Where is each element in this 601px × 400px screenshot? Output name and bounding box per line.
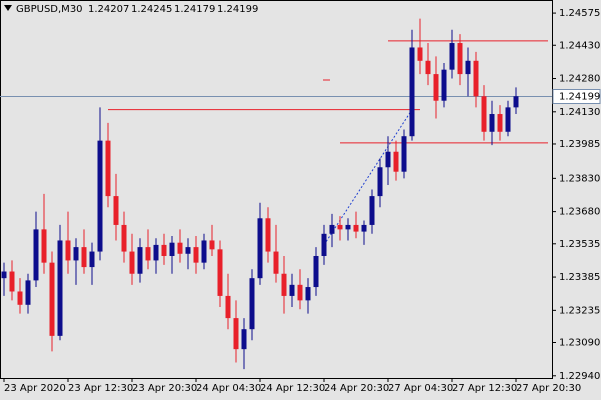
candle-body xyxy=(321,233,327,256)
x-tick-label: 23 Apr 2020 xyxy=(4,383,66,394)
candle-body xyxy=(17,291,23,305)
candle-body xyxy=(33,229,39,281)
y-tick-label: 1.23235 xyxy=(559,305,600,316)
candle-body xyxy=(385,151,391,168)
candle-body xyxy=(273,251,279,274)
candle-body xyxy=(249,278,255,330)
candle-body xyxy=(169,242,175,256)
candle-body xyxy=(233,318,239,350)
quote-close: 1.24199 xyxy=(217,4,258,15)
candle-body xyxy=(513,96,519,108)
candle-body xyxy=(433,74,439,101)
y-tick-label: 1.24430 xyxy=(559,40,600,51)
candle-body xyxy=(129,251,135,274)
candle-body xyxy=(217,249,223,296)
quote-high: 1.24245 xyxy=(131,4,172,15)
candle-body xyxy=(57,240,63,336)
candle-body xyxy=(441,69,447,101)
y-tick-label: 1.22940 xyxy=(559,371,600,382)
candle-body xyxy=(1,271,7,279)
candle-body xyxy=(41,229,47,263)
x-tick-label: 24 Apr 12:30 xyxy=(260,383,325,394)
candle-body xyxy=(137,247,143,274)
y-tick-label: 1.23830 xyxy=(559,173,600,184)
candle-body xyxy=(73,247,79,261)
y-tick-label: 1.24130 xyxy=(559,107,600,118)
candle-body xyxy=(9,271,15,292)
quote-open: 1.24207 xyxy=(88,4,129,15)
candle-body xyxy=(361,224,367,232)
candle-body xyxy=(337,224,343,230)
y-tick-label: 1.23985 xyxy=(559,139,600,150)
candle-body xyxy=(113,196,119,225)
candle-body xyxy=(505,107,511,132)
x-tick-label: 24 Apr 04:30 xyxy=(196,383,261,394)
y-tick-label: 1.23680 xyxy=(559,207,600,218)
candle-body xyxy=(105,140,111,197)
candle-body xyxy=(121,224,127,252)
candle-body xyxy=(281,273,287,296)
candle-body xyxy=(465,60,471,75)
y-tick-label: 1.23535 xyxy=(559,239,600,250)
candle-body xyxy=(161,244,167,256)
candle-body xyxy=(473,60,479,97)
y-tick-label: 1.24280 xyxy=(559,74,600,85)
candle-body xyxy=(65,240,71,261)
y-tick-label: 1.23090 xyxy=(559,338,600,349)
candle-body xyxy=(313,255,319,288)
candle-body xyxy=(81,247,87,268)
candle-body xyxy=(489,114,495,132)
current-price-label: 1.24199 xyxy=(559,91,600,102)
candle-body xyxy=(225,295,231,319)
candle-body xyxy=(369,196,375,225)
candle-body xyxy=(257,218,263,279)
candle-body xyxy=(97,140,103,252)
candle-body xyxy=(49,262,55,336)
x-tick-label: 23 Apr 12:30 xyxy=(68,383,133,394)
candle-body xyxy=(393,151,399,172)
candle-body xyxy=(449,43,455,70)
symbol: GBPUSD,M30 xyxy=(16,4,83,15)
candle-body xyxy=(25,280,31,305)
candle-body xyxy=(177,242,183,254)
candle-body xyxy=(345,224,351,230)
candle-body xyxy=(297,284,303,301)
quote-low: 1.24179 xyxy=(174,4,215,15)
candle-body xyxy=(401,136,407,172)
x-tick-label: 27 Apr 12:30 xyxy=(452,383,517,394)
candle-body xyxy=(89,251,95,268)
y-tick-label: 1.23385 xyxy=(559,272,600,283)
candle-body xyxy=(353,224,359,232)
candle-body xyxy=(377,167,383,197)
candle-body xyxy=(193,247,199,263)
candle-body xyxy=(457,43,463,75)
candle-body xyxy=(209,240,215,250)
candle-body xyxy=(185,247,191,254)
trendline xyxy=(323,109,413,246)
candle-body xyxy=(417,47,423,61)
candle-body xyxy=(153,244,159,261)
x-tick-label: 23 Apr 20:30 xyxy=(132,383,197,394)
candle-body xyxy=(425,60,431,75)
candle-body xyxy=(241,329,247,350)
plot-frame xyxy=(0,0,553,379)
candle-body xyxy=(145,247,151,261)
candle-body xyxy=(265,218,271,252)
candle-body xyxy=(305,287,311,301)
candle-body xyxy=(497,114,503,132)
x-tick-label: 27 Apr 04:30 xyxy=(388,383,453,394)
symbol-arrow xyxy=(4,5,12,11)
y-tick-label: 1.24575 xyxy=(559,8,600,19)
candle-body xyxy=(409,47,415,137)
candle-body xyxy=(289,284,295,296)
candle-body xyxy=(329,224,335,234)
x-tick-label: 24 Apr 20:30 xyxy=(324,383,389,394)
current-price-box xyxy=(552,88,601,104)
candle-body xyxy=(201,240,207,263)
x-tick-label: 27 Apr 20:30 xyxy=(516,383,581,394)
candle-body xyxy=(481,96,487,132)
